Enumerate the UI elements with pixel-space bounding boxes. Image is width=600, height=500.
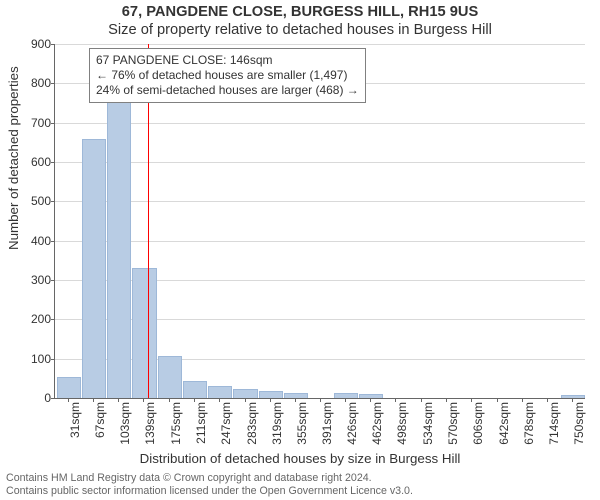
y-tick-label: 0	[44, 391, 51, 405]
x-tick-label: 31sqm	[68, 402, 82, 438]
histogram-bar	[334, 393, 358, 398]
x-tick-label: 570sqm	[446, 402, 460, 445]
histogram-bar	[259, 391, 283, 398]
footer-line2: Contains public sector information licen…	[6, 485, 413, 498]
x-tick-label: 319sqm	[270, 402, 284, 445]
y-tick-mark	[51, 398, 55, 399]
footer: Contains HM Land Registry data © Crown c…	[6, 472, 413, 498]
x-tick-label: 247sqm	[219, 402, 233, 445]
x-tick-label: 498sqm	[395, 402, 409, 445]
footer-line1: Contains HM Land Registry data © Crown c…	[6, 472, 413, 485]
chart-title-line2: Size of property relative to detached ho…	[0, 22, 600, 38]
histogram-bar	[82, 139, 106, 398]
x-tick-label: 462sqm	[370, 402, 384, 445]
y-tick-mark	[51, 162, 55, 163]
y-tick-label: 200	[31, 312, 51, 326]
y-tick-label: 900	[31, 37, 51, 51]
x-tick-label: 606sqm	[471, 402, 485, 445]
gridline	[55, 44, 585, 45]
y-tick-mark	[51, 359, 55, 360]
y-tick-mark	[51, 83, 55, 84]
plot-area: 010020030040050060070080090031sqm67sqm10…	[54, 44, 585, 399]
y-tick-mark	[51, 123, 55, 124]
gridline	[55, 241, 585, 242]
x-tick-label: 426sqm	[345, 402, 359, 445]
x-tick-label: 211sqm	[194, 402, 208, 444]
x-tick-label: 139sqm	[143, 402, 157, 445]
chart-container: 67, PANGDENE CLOSE, BURGESS HILL, RH15 9…	[0, 0, 600, 500]
y-tick-mark	[51, 241, 55, 242]
gridline	[55, 123, 585, 124]
y-axis-label: Number of detached properties	[6, 66, 21, 250]
annotation-line3: 24% of semi-detached houses are larger (…	[96, 83, 359, 98]
annotation-line1: 67 PANGDENE CLOSE: 146sqm	[96, 53, 359, 68]
annotation-box: 67 PANGDENE CLOSE: 146sqm ← 76% of detac…	[89, 48, 366, 103]
x-tick-label: 750sqm	[572, 402, 586, 445]
gridline	[55, 201, 585, 202]
x-tick-label: 678sqm	[522, 402, 536, 445]
y-tick-label: 300	[31, 273, 51, 287]
x-tick-label: 355sqm	[295, 402, 309, 445]
y-tick-label: 100	[31, 352, 51, 366]
annotation-line2: ← 76% of detached houses are smaller (1,…	[96, 68, 359, 83]
x-tick-label: 283sqm	[245, 402, 259, 445]
histogram-bar	[158, 356, 182, 398]
gridline	[55, 162, 585, 163]
histogram-bar	[233, 389, 257, 398]
y-tick-label: 800	[31, 76, 51, 90]
histogram-bar	[208, 386, 232, 398]
histogram-bar	[57, 377, 81, 398]
x-tick-label: 175sqm	[169, 402, 183, 445]
y-tick-mark	[51, 280, 55, 281]
x-tick-label: 67sqm	[93, 402, 107, 438]
histogram-bar	[183, 381, 207, 398]
y-tick-label: 600	[31, 155, 51, 169]
chart-title-line1: 67, PANGDENE CLOSE, BURGESS HILL, RH15 9…	[0, 4, 600, 20]
x-axis-label: Distribution of detached houses by size …	[0, 451, 600, 466]
y-tick-label: 400	[31, 234, 51, 248]
y-tick-mark	[51, 44, 55, 45]
histogram-bar	[132, 268, 156, 398]
y-tick-label: 500	[31, 194, 51, 208]
y-tick-mark	[51, 319, 55, 320]
histogram-bar	[107, 86, 131, 398]
x-tick-label: 642sqm	[497, 402, 511, 445]
x-tick-label: 103sqm	[118, 402, 132, 445]
x-tick-label: 391sqm	[320, 402, 334, 445]
x-tick-label: 534sqm	[421, 402, 435, 445]
y-tick-label: 700	[31, 116, 51, 130]
y-tick-mark	[51, 201, 55, 202]
x-tick-label: 714sqm	[547, 402, 561, 445]
